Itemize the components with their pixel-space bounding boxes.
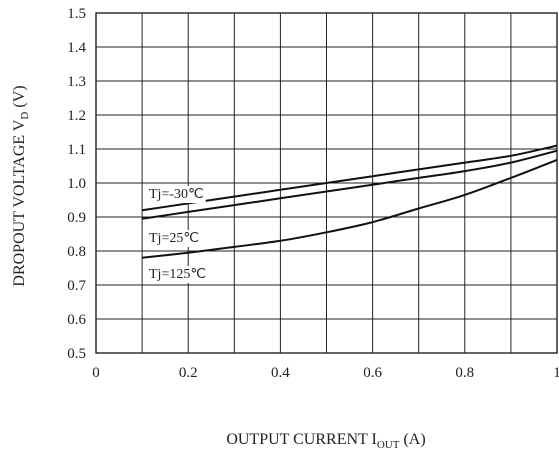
- plot-frame: [95, 12, 558, 354]
- y-tick-labels: 0.5 0.6 0.7 0.8 0.9 1.0 1.1 1.2 1.3 1.4 1.5: [67, 6, 86, 362]
- x-tick-labels: 0 0.2 0.4 0.6 0.8 1: [92, 365, 559, 381]
- series-label-tj-minus30: Tj=-30℃: [149, 187, 204, 202]
- x-tick-label-1: 0.2: [179, 365, 198, 381]
- x-axis-title-unit: (A): [399, 431, 425, 448]
- y-tick-label-8: 1.3: [67, 74, 86, 90]
- series-line-tj-minus30: [141, 144, 558, 212]
- y-tick-label-2: 0.7: [67, 278, 86, 294]
- y-tick-label-9: 1.4: [67, 40, 86, 56]
- y-tick-label-3: 0.8: [67, 244, 86, 260]
- series-label-tj-25: Tj=25℃: [149, 231, 199, 246]
- y-tick-label-10: 1.5: [67, 6, 86, 22]
- series-label-bg-tj-25: [147, 230, 202, 247]
- y-tick-label-5: 1.0: [67, 176, 86, 192]
- series-label-tj-125: Tj=125℃: [149, 267, 206, 282]
- y-axis-title-sub: D: [19, 112, 31, 120]
- y-tick-label-6: 1.1: [67, 142, 86, 158]
- series-label-bg-tj-minus30: [147, 186, 206, 203]
- x-tick-label-5: 1: [553, 365, 559, 381]
- series-label-bg-tj-125: [147, 266, 209, 283]
- y-axis-title-main: DROPOUT VOLTAGE V: [11, 119, 28, 286]
- x-axis-title: OUTPUT CURRENT IOUT (A): [226, 431, 425, 451]
- x-tick-label-3: 0.6: [363, 365, 382, 381]
- x-tick-label-0: 0: [92, 365, 100, 381]
- y-tick-label-4: 0.9: [67, 210, 86, 226]
- x-axis-title-main: OUTPUT CURRENT I: [226, 431, 377, 448]
- y-tick-label-0: 0.5: [67, 346, 86, 362]
- series-line-tj-25: [141, 149, 558, 220]
- x-tick-label-2: 0.4: [271, 365, 290, 381]
- x-axis-title-sub: OUT: [377, 439, 400, 451]
- y-axis-title: DROPOUT VOLTAGE VD (V): [11, 85, 31, 286]
- x-tick-label-4: 0.8: [455, 365, 474, 381]
- series-line-tj-125: [141, 158, 558, 259]
- series-lines: [141, 144, 558, 259]
- series-labels: Tj=-30℃ Tj=25℃ Tj=125℃: [147, 186, 209, 283]
- y-tick-label-1: 0.6: [67, 312, 86, 328]
- y-tick-label-7: 1.2: [67, 108, 86, 124]
- y-axis-title-unit: (V): [11, 85, 28, 111]
